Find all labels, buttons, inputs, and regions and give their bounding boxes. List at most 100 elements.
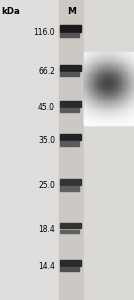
Bar — [97, 94, 100, 96]
Bar — [102, 54, 105, 56]
Bar — [122, 65, 125, 67]
Bar — [117, 103, 120, 105]
Bar — [97, 86, 100, 88]
Bar — [84, 121, 88, 123]
Bar — [126, 94, 130, 96]
Bar — [99, 79, 102, 80]
Bar — [84, 57, 88, 59]
Bar — [102, 72, 105, 74]
Bar — [122, 94, 125, 96]
Bar — [129, 98, 132, 100]
Bar — [94, 84, 98, 86]
Bar — [99, 113, 102, 115]
Bar — [109, 62, 112, 64]
Bar — [129, 80, 132, 82]
Bar — [122, 57, 125, 59]
Bar — [94, 70, 98, 72]
Bar — [129, 106, 132, 108]
Bar — [97, 88, 100, 90]
Bar — [109, 102, 112, 104]
Bar — [84, 65, 88, 67]
Bar — [114, 57, 117, 59]
Bar — [102, 62, 105, 64]
Bar — [102, 122, 105, 124]
Bar — [94, 116, 98, 118]
Bar — [94, 110, 98, 112]
Bar — [89, 74, 92, 76]
Bar — [60, 25, 81, 32]
Bar — [126, 59, 130, 61]
Bar — [126, 98, 130, 100]
Bar — [112, 118, 115, 120]
Bar — [114, 89, 117, 91]
Bar — [104, 120, 107, 122]
Bar — [129, 82, 132, 84]
Bar — [92, 73, 95, 75]
Bar — [124, 84, 127, 86]
Bar — [87, 108, 90, 110]
Bar — [132, 116, 134, 118]
Bar — [109, 106, 112, 107]
Bar — [122, 52, 125, 54]
Bar — [119, 60, 122, 61]
Bar — [132, 89, 134, 91]
Bar — [97, 54, 100, 56]
Bar — [94, 59, 98, 61]
Bar — [114, 107, 117, 109]
Bar — [126, 77, 130, 79]
Bar — [129, 66, 132, 68]
Bar — [87, 107, 90, 109]
Bar — [114, 74, 117, 76]
Bar — [109, 52, 112, 53]
Bar — [114, 118, 117, 120]
Bar — [129, 117, 132, 119]
Bar — [112, 58, 115, 60]
Bar — [84, 117, 88, 119]
Bar — [126, 80, 130, 82]
Bar — [89, 122, 92, 124]
Bar — [114, 66, 117, 68]
Bar — [89, 101, 92, 103]
Bar — [94, 88, 98, 89]
Bar — [104, 87, 107, 88]
Bar — [112, 77, 115, 79]
Bar — [119, 75, 122, 77]
Bar — [92, 118, 95, 120]
Bar — [117, 116, 120, 117]
Bar — [104, 54, 107, 56]
Bar — [84, 98, 88, 99]
Bar — [124, 107, 127, 109]
Bar — [109, 72, 112, 74]
Bar — [84, 99, 88, 101]
Bar — [99, 107, 102, 109]
Bar — [84, 52, 88, 53]
Bar — [109, 122, 112, 124]
Bar — [112, 84, 115, 86]
Bar — [114, 87, 117, 88]
Bar — [92, 71, 95, 73]
Bar — [122, 76, 125, 78]
Bar — [119, 91, 122, 93]
Bar — [99, 81, 102, 83]
Bar — [84, 53, 88, 55]
Bar — [87, 65, 90, 67]
Bar — [104, 110, 107, 112]
Bar — [112, 80, 115, 81]
Bar — [132, 70, 134, 72]
Bar — [89, 69, 92, 70]
Bar — [84, 72, 88, 74]
Bar — [122, 61, 125, 62]
Bar — [94, 90, 98, 92]
Bar — [112, 95, 115, 97]
Bar — [89, 71, 92, 73]
Bar — [117, 89, 120, 91]
Bar — [129, 56, 132, 58]
Bar — [107, 57, 110, 59]
Bar — [92, 107, 95, 109]
Bar — [87, 122, 90, 124]
Bar — [114, 58, 117, 60]
Bar — [102, 103, 105, 105]
Bar — [109, 69, 112, 70]
Bar — [107, 74, 110, 76]
Bar — [114, 73, 117, 75]
